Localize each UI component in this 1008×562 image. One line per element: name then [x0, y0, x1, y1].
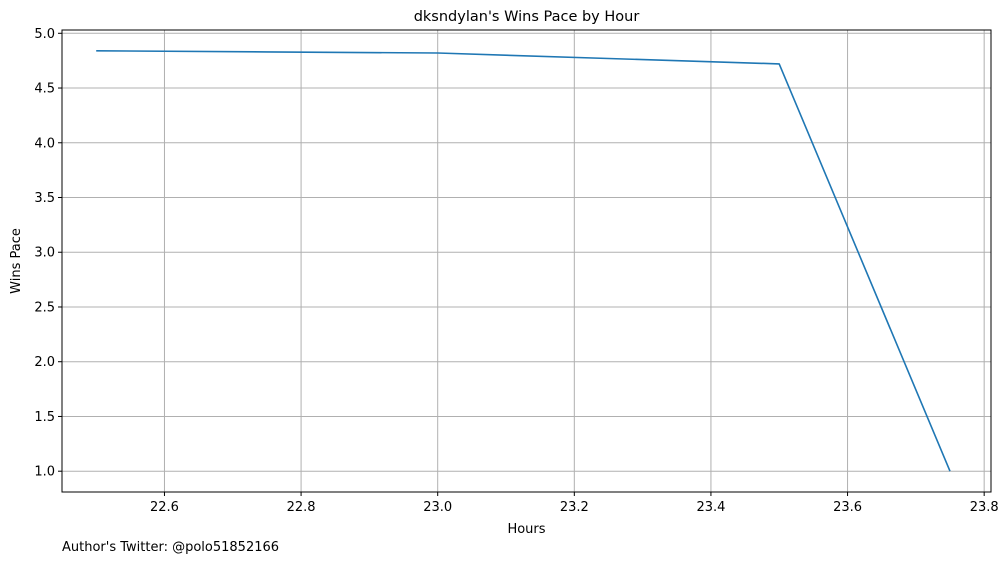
- x-axis-ticks: 22.6 22.8 23.0 23.2 23.4 23.6 23.8: [150, 492, 999, 515]
- y-tick-label: 1.5: [34, 410, 55, 425]
- series-line: [96, 50, 951, 472]
- x-tick-label: 22.6: [150, 500, 179, 515]
- y-tick-label: 2.0: [34, 355, 55, 370]
- y-tick-label: 2.5: [34, 300, 55, 315]
- y-tick-label: 3.5: [34, 191, 55, 206]
- y-axis-label: Wins Pace: [9, 228, 24, 294]
- x-tick-label: 23.2: [560, 500, 589, 515]
- series-layer: [96, 50, 951, 472]
- y-axis-ticks: 1.0 1.5 2.0 2.5 3.0 3.5 4.0 4.5 5.0: [34, 27, 62, 480]
- x-tick-label: 23.8: [970, 500, 999, 515]
- y-tick-label: 3.0: [34, 246, 55, 261]
- plot-frame: [61, 29, 992, 493]
- x-axis-label: Hours: [507, 522, 545, 537]
- chart-title: dksndylan's Wins Pace by Hour: [414, 9, 640, 25]
- y-tick-label: 4.0: [34, 136, 55, 151]
- y-tick-label: 5.0: [34, 27, 55, 42]
- x-tick-label: 22.8: [287, 500, 316, 515]
- gridlines: [62, 30, 991, 492]
- x-tick-label: 23.4: [696, 500, 725, 515]
- x-tick-label: 23.0: [423, 500, 452, 515]
- author-footnote: Author's Twitter: @polo51852166: [62, 540, 279, 555]
- y-tick-label: 4.5: [34, 82, 55, 97]
- y-tick-label: 1.0: [34, 465, 55, 480]
- x-tick-label: 23.6: [833, 500, 862, 515]
